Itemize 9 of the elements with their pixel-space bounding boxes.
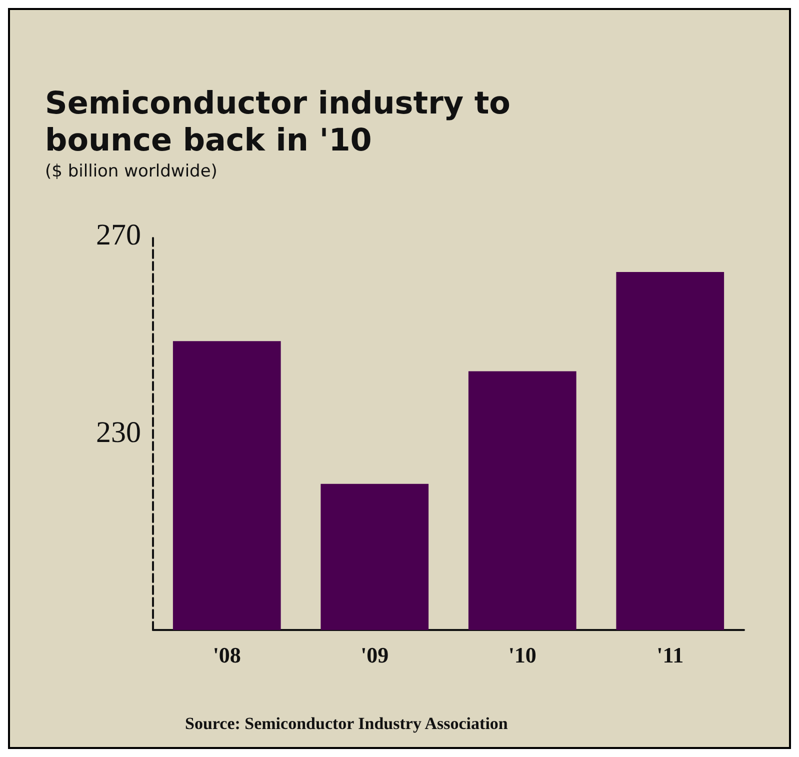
chart-title: Semiconductor industry to bounce back in '10 — [45, 86, 510, 158]
x-tick-label: '08 — [212, 642, 241, 668]
y-tick-label: 270 — [96, 218, 141, 252]
x-tick-label: '11 — [656, 642, 684, 668]
x-tick-label: '09 — [360, 642, 389, 668]
chart-subtitle: ($ billion worldwide) — [45, 162, 218, 182]
y-tick-label: 230 — [96, 416, 141, 449]
x-tick-label: '10 — [508, 642, 536, 668]
source-note: Source: Semiconductor Industry Association — [185, 714, 508, 733]
